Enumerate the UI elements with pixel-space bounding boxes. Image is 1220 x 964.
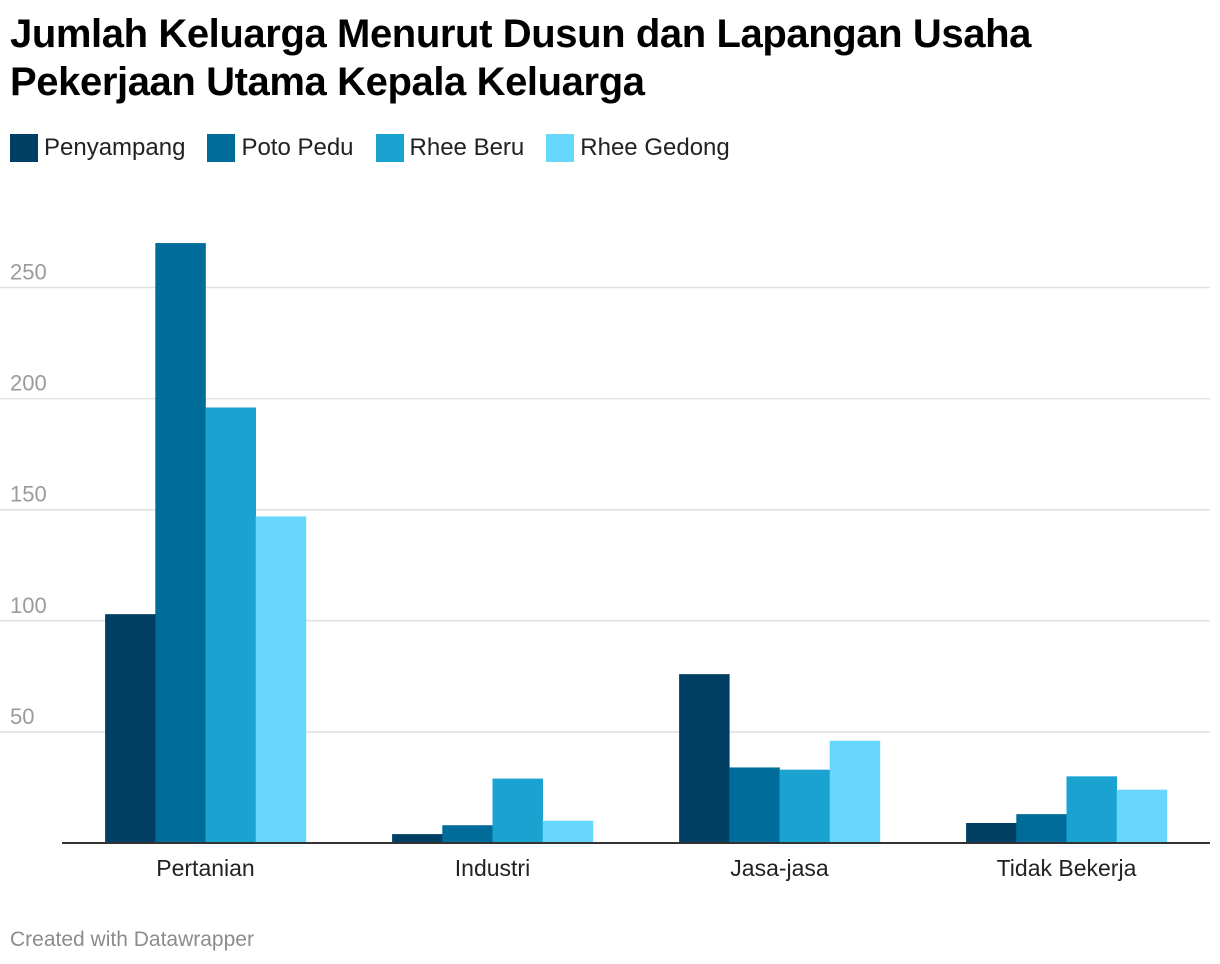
legend-label: Penyampang [44, 134, 186, 161]
bar [679, 674, 730, 843]
legend-item: Penyampang [10, 134, 185, 162]
bar [492, 778, 543, 843]
bar [205, 407, 256, 843]
bar [779, 769, 830, 843]
bar [966, 823, 1017, 843]
bar [729, 767, 780, 843]
x-tick-label: Industri [455, 855, 530, 881]
legend-swatch [10, 134, 38, 162]
x-tick-label: Jasa-jasa [730, 855, 829, 881]
legend-swatch [375, 134, 404, 162]
bar [392, 834, 443, 843]
legend: Penyampang Poto Pedu Rhee Beru Rhee Gedo… [10, 132, 752, 164]
legend-item: Poto Pedu [207, 134, 354, 162]
y-tick-label: 200 [10, 371, 47, 396]
y-tick-label: 250 [10, 260, 47, 285]
bar [155, 243, 206, 843]
chart-title: Jumlah Keluarga Menurut Dusun dan Lapang… [10, 12, 1031, 104]
bar [1066, 776, 1117, 843]
legend-swatch [207, 134, 236, 162]
legend-item: Rhee Beru [375, 134, 525, 162]
bar-chart: 50 100 150 200 250 Pertanian Industri Jasa-jasa… [0, 243, 1210, 881]
bar [105, 614, 156, 843]
legend-swatch [546, 134, 575, 162]
bar [1116, 789, 1168, 843]
bar [1016, 814, 1067, 843]
bar [442, 825, 493, 843]
bar [542, 820, 594, 843]
legend-item: Rhee Gedong [546, 134, 730, 162]
y-tick-label: 150 [10, 482, 47, 507]
legend-label: Rhee Beru [409, 134, 525, 161]
y-tick-label: 50 [10, 704, 34, 729]
bar [255, 516, 307, 843]
footer-credit: Created with Datawrapper [10, 928, 254, 951]
bar [829, 740, 881, 843]
legend-label: Rhee Gedong [580, 134, 730, 161]
x-tick-label: Tidak Bekerja [997, 855, 1137, 881]
y-tick-label: 100 [10, 593, 47, 618]
legend-label: Poto Pedu [241, 134, 354, 161]
x-tick-label: Pertanian [156, 855, 254, 881]
